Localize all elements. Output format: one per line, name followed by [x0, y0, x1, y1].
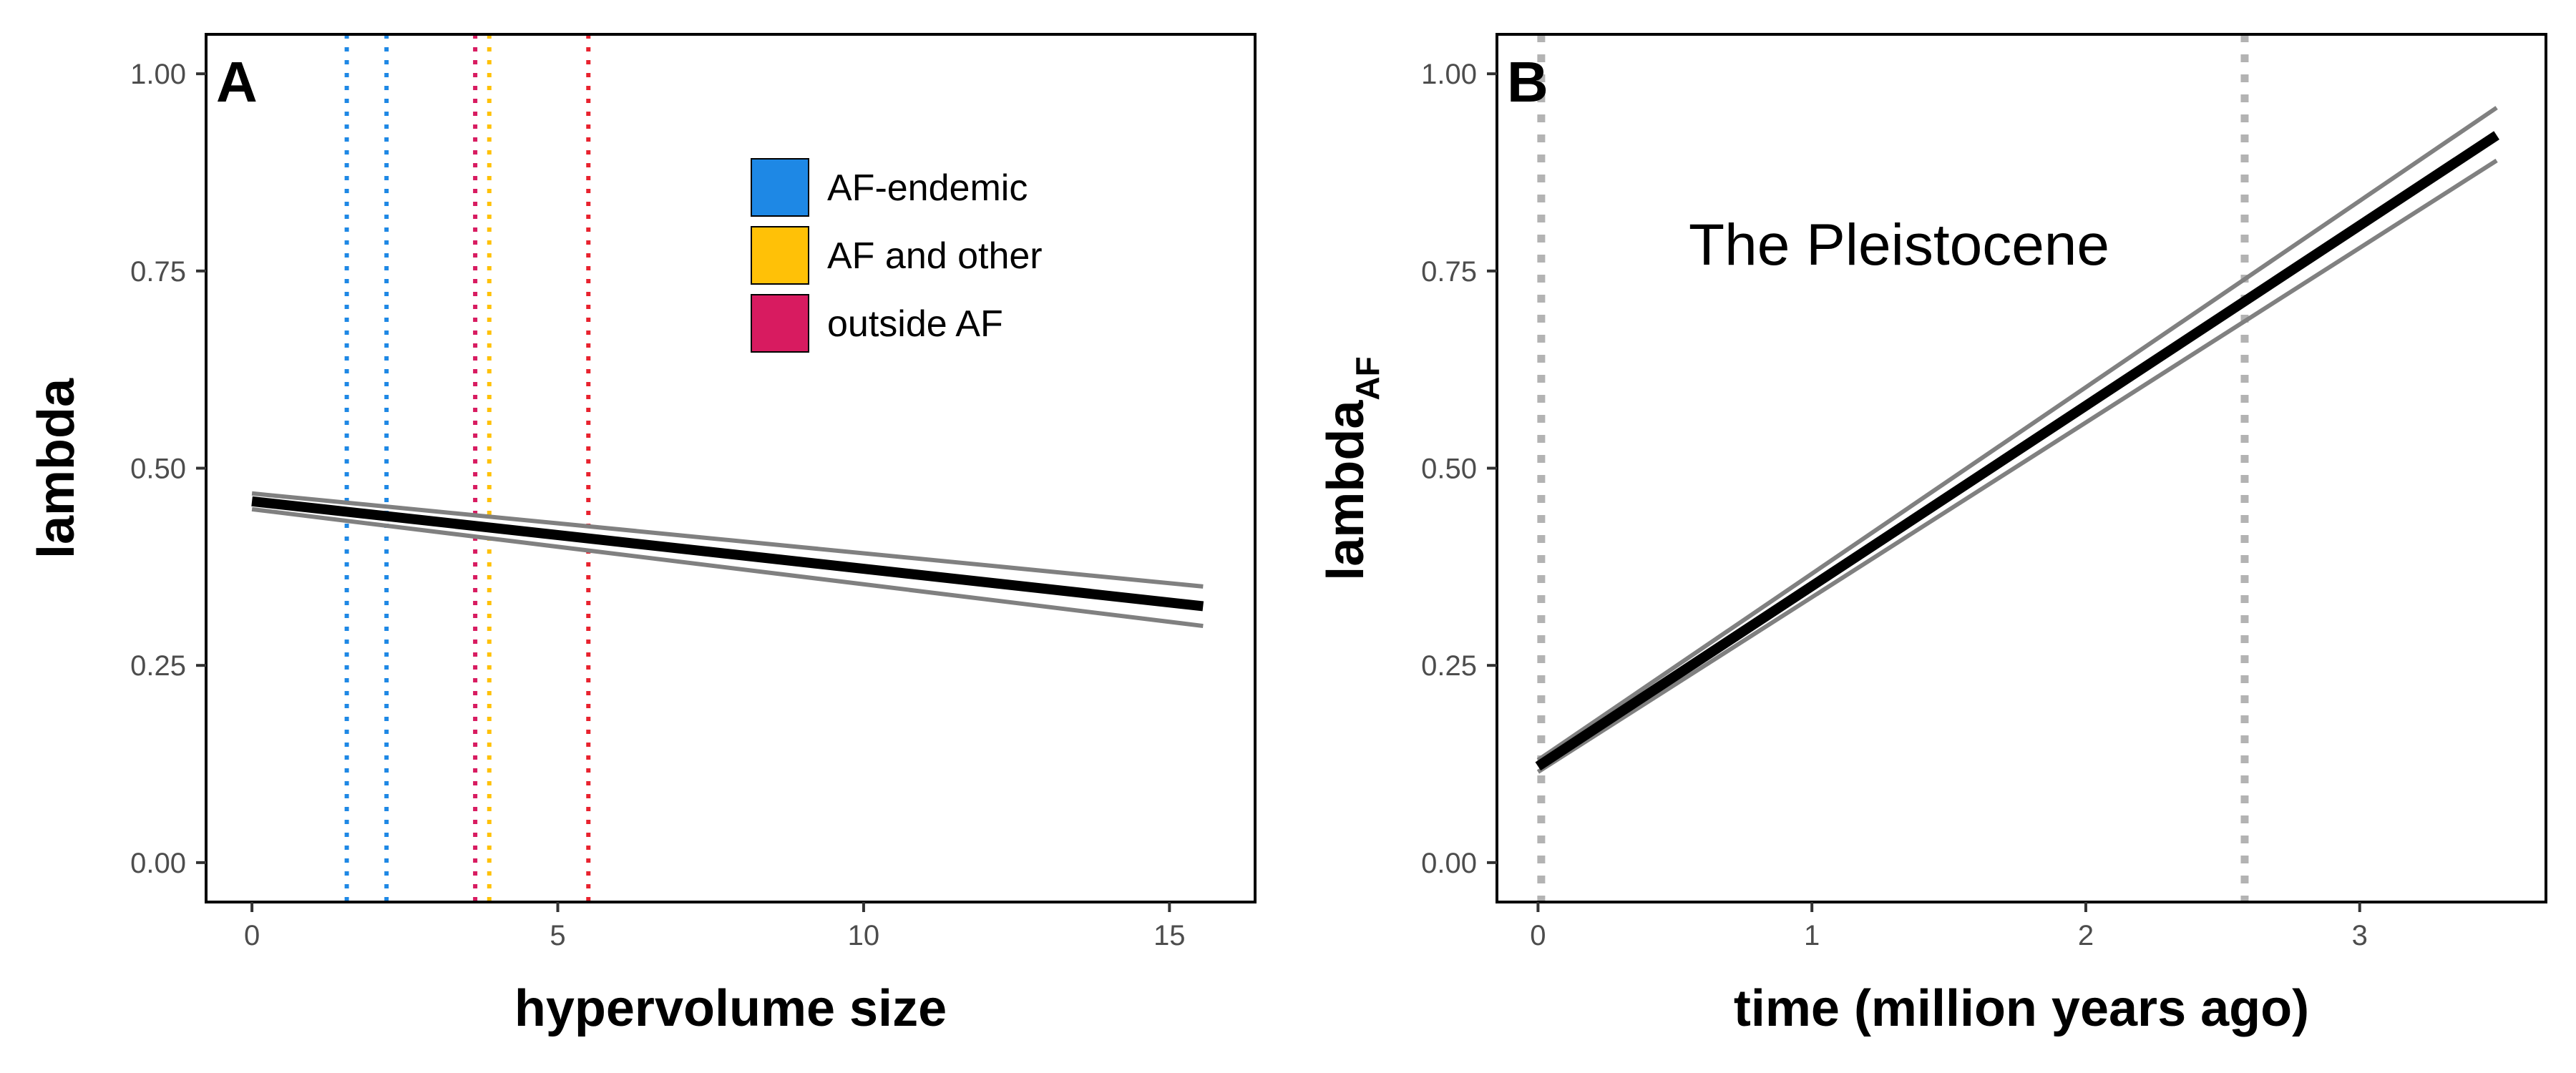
legend-label: outside AF	[827, 303, 1003, 345]
panel-a-ticks: 0 5 10 15 0.00 0.25 0.50 0.75 1.00	[130, 59, 1185, 951]
panel-a-legend: AF-endemic AF and other outside AF	[751, 158, 1043, 353]
legend-swatch	[751, 226, 809, 285]
y-tick-label: 0.75	[130, 256, 186, 288]
panel-a: 0 5 10 150.000.250.500.751.00 A AF-endemicA…	[28, 33, 1257, 1037]
legend-label: AF-endemic	[827, 167, 1028, 209]
panel-b: 0 1 2 3 0.00 0.25 0.50 0.75 1.00 B The Pleistoce…	[1317, 33, 2547, 1037]
fit-line	[251, 496, 1204, 612]
panel-b-y-axis-title-subscript: AF	[1349, 356, 1386, 400]
y-tick-label: 0.25	[130, 650, 186, 682]
y-tick-label: 0.50	[1421, 454, 1477, 485]
x-tick-label: 1	[1804, 920, 1820, 951]
y-tick-label: 0.25	[1421, 650, 1477, 682]
panel-a-frame	[205, 33, 1257, 903]
panel-a-y-axis-title: lambda	[28, 378, 85, 559]
confidence-upper-line	[251, 491, 1204, 589]
y-tick-label: 1.00	[1421, 59, 1477, 90]
y-tick-label: 0.75	[1421, 256, 1477, 288]
x-tick-label: 0	[244, 920, 260, 951]
y-tick-label: 1.00	[130, 59, 186, 90]
panel-b-y-axis-title: lambdaAF	[1317, 356, 1386, 580]
confidence-lower-line	[1536, 158, 2498, 774]
legend-swatch	[751, 158, 809, 217]
confidence-upper-line	[1536, 106, 2498, 762]
fit-line	[1535, 131, 2499, 771]
panel-b-ticks: 0 1 2 3 0.00 0.25 0.50 0.75 1.00	[1421, 59, 2368, 951]
panel-b-x-axis-title: time (million years ago)	[1734, 980, 2309, 1037]
y-tick-label: 0.50	[130, 454, 186, 485]
legend-swatch	[751, 294, 809, 353]
x-tick-label: 3	[2352, 920, 2368, 951]
y-tick-label: 0.00	[130, 848, 186, 879]
legend-label: AF and other	[827, 235, 1043, 277]
x-tick-label: 0	[1530, 920, 1546, 951]
x-tick-label: 2	[2078, 920, 2094, 951]
x-tick-label: 10	[848, 920, 880, 951]
panel-a-tag: A	[216, 50, 258, 114]
panel-b-tag: B	[1507, 50, 1548, 114]
panel-b-y-axis-title-main: lambda	[1317, 400, 1375, 581]
panel-b-frame	[1496, 33, 2547, 903]
x-tick-label: 15	[1153, 920, 1186, 951]
panel-a-marks	[251, 34, 1204, 902]
panel-a-x-axis-title: hypervolume size	[514, 980, 947, 1037]
x-tick-label: 5	[550, 920, 565, 951]
pleistocene-annotation: The Pleistocene	[1689, 212, 2109, 278]
y-tick-label: 0.00	[1421, 848, 1477, 879]
confidence-lower-line	[251, 506, 1204, 629]
panel-b-marks	[1535, 34, 2499, 902]
